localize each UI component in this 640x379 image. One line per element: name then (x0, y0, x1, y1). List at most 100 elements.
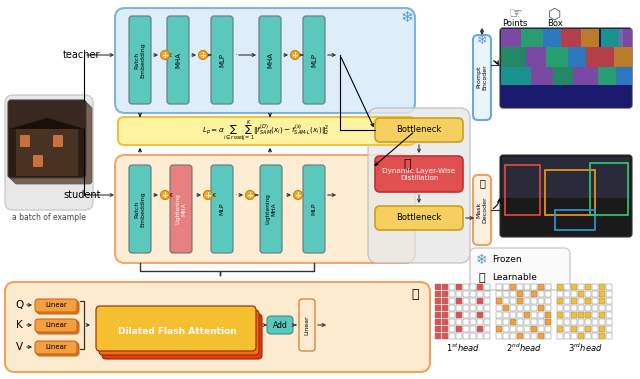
Bar (585, 312, 591, 318)
Bar (585, 319, 591, 325)
Bar (496, 319, 502, 325)
Bar (557, 298, 563, 304)
Bar (463, 291, 469, 297)
Bar (442, 284, 448, 290)
Bar (599, 326, 605, 332)
FancyBboxPatch shape (10, 102, 88, 180)
Bar (578, 312, 584, 318)
Bar (477, 333, 483, 339)
Bar (435, 305, 441, 311)
Bar (606, 284, 612, 290)
Bar (557, 312, 563, 318)
Bar (524, 291, 530, 297)
Bar (585, 305, 591, 311)
Bar (463, 305, 469, 311)
Bar (599, 319, 605, 325)
Text: Linear: Linear (45, 344, 67, 350)
FancyBboxPatch shape (36, 300, 78, 313)
Text: ···: ··· (236, 190, 244, 200)
Text: 🔥: 🔥 (479, 178, 485, 188)
Text: teacher: teacher (63, 50, 100, 60)
Bar (484, 326, 490, 332)
Bar (435, 319, 441, 325)
FancyBboxPatch shape (35, 319, 77, 332)
Bar (517, 312, 524, 318)
Bar (538, 312, 544, 318)
Text: Lightening
MHA: Lightening MHA (266, 194, 276, 224)
FancyBboxPatch shape (16, 129, 78, 176)
Text: a batch of example: a batch of example (12, 213, 86, 222)
Bar (456, 319, 462, 325)
Text: MHA: MHA (267, 52, 273, 68)
FancyBboxPatch shape (5, 282, 430, 372)
FancyBboxPatch shape (167, 16, 189, 104)
Text: +: + (246, 191, 253, 199)
Bar (531, 291, 537, 297)
FancyArrowPatch shape (493, 199, 501, 208)
FancyArrowPatch shape (493, 61, 499, 64)
Bar (538, 326, 544, 332)
FancyBboxPatch shape (102, 314, 262, 359)
Bar (564, 298, 570, 304)
Bar (571, 319, 577, 325)
Bar (435, 291, 441, 297)
Bar (477, 319, 483, 325)
Circle shape (291, 50, 300, 60)
Bar (524, 333, 530, 339)
FancyBboxPatch shape (170, 165, 192, 253)
Bar (538, 333, 544, 339)
Circle shape (246, 191, 255, 199)
Bar (470, 333, 476, 339)
Text: Frozen: Frozen (492, 255, 522, 265)
Bar (442, 312, 448, 318)
Bar (510, 326, 516, 332)
Bar (517, 291, 524, 297)
Bar (531, 312, 537, 318)
FancyBboxPatch shape (601, 29, 623, 47)
Bar (531, 333, 537, 339)
Bar (517, 298, 524, 304)
FancyBboxPatch shape (526, 47, 546, 67)
FancyBboxPatch shape (375, 118, 463, 142)
Bar (442, 305, 448, 311)
Bar (524, 284, 530, 290)
Bar (484, 298, 490, 304)
Text: ☞: ☞ (508, 6, 522, 22)
Bar (505, 165, 540, 215)
Bar (592, 326, 598, 332)
Bar (449, 312, 455, 318)
Polygon shape (9, 118, 85, 129)
FancyBboxPatch shape (573, 67, 598, 85)
Text: Linear: Linear (45, 302, 67, 308)
Text: Learnable: Learnable (492, 274, 537, 282)
Bar (545, 291, 551, 297)
Bar (524, 305, 530, 311)
FancyBboxPatch shape (368, 108, 470, 263)
Bar (592, 305, 598, 311)
Bar (578, 333, 584, 339)
Bar (564, 291, 570, 297)
FancyBboxPatch shape (521, 29, 543, 47)
Bar (503, 326, 509, 332)
FancyBboxPatch shape (470, 248, 570, 290)
Bar (571, 312, 577, 318)
Bar (496, 333, 502, 339)
Bar (545, 312, 551, 318)
Bar (442, 326, 448, 332)
Text: Linear: Linear (305, 315, 310, 335)
Bar (470, 312, 476, 318)
Bar (571, 284, 577, 290)
Bar (456, 291, 462, 297)
Bar (503, 319, 509, 325)
FancyBboxPatch shape (568, 47, 586, 67)
FancyBboxPatch shape (553, 67, 573, 85)
Bar (557, 319, 563, 325)
Bar (442, 319, 448, 325)
FancyBboxPatch shape (12, 104, 90, 182)
Bar (599, 298, 605, 304)
FancyBboxPatch shape (614, 47, 632, 67)
FancyBboxPatch shape (531, 67, 553, 85)
Text: 🔥: 🔥 (412, 288, 419, 301)
FancyBboxPatch shape (473, 175, 491, 245)
FancyBboxPatch shape (37, 343, 79, 356)
